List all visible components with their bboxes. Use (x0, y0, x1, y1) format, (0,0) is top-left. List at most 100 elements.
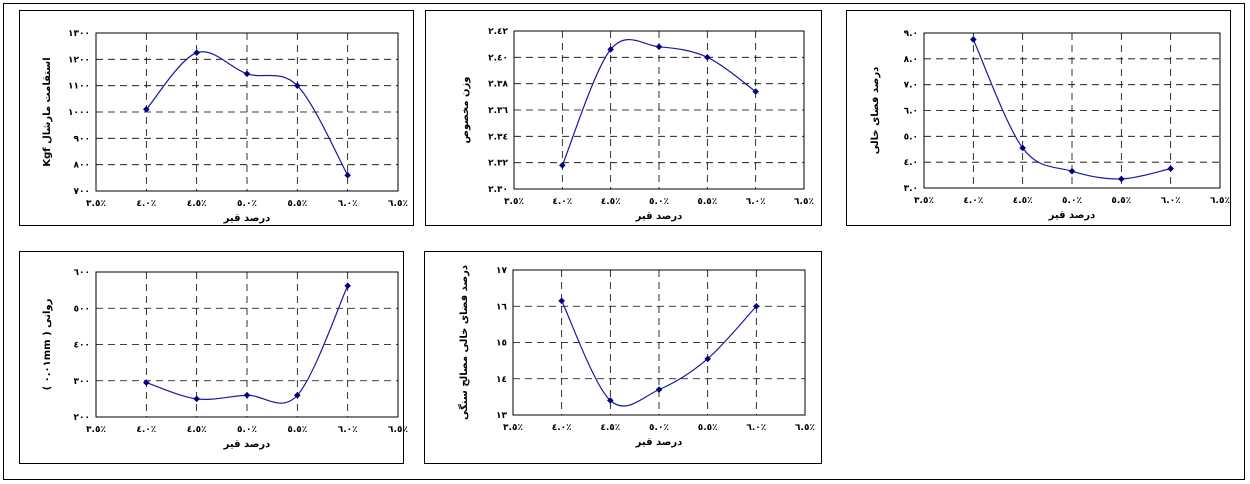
figure-frame (3, 3, 1245, 480)
x-tick-label: ٣.٥٪ (914, 196, 934, 206)
y-tick-label: ٢.٤٠ (488, 53, 508, 63)
data-point (243, 70, 251, 78)
chart-marshall-stability: ٣.٥٪ ٤.٠٪ ٤.٥٪ ٥.٠٪ ٥.٥٪ ٦.٠٪ ٦.٥٪ ٧٠٠ ٨٠٠ ٩٠٠ ١٠٠… (19, 10, 414, 226)
data-point (559, 161, 566, 169)
series-line (146, 285, 349, 404)
data-point (243, 391, 251, 399)
y-tick-label: ٤٠٠ (74, 341, 90, 351)
x-tick-label: ٤.٠٪ (136, 425, 156, 435)
chart-svg: ٣.٥٪ ٤.٠٪ ٤.٥٪ ٥.٠٪ ٥.٥٪ ٦.٠٪ ٦.٥٪ ١٣ ١٤ ١٥ ١٦ ١٧ در… (457, 265, 815, 448)
y-tick-label: ١٠٠٠ (68, 108, 90, 118)
x-axis-label: درصد قیر (635, 437, 683, 448)
data-point (143, 106, 150, 113)
x-tick-label: ٥.٥٪ (287, 425, 307, 435)
x-tick-label: ٥.٥٪ (1111, 196, 1131, 206)
data-point (655, 43, 663, 51)
data-point (193, 49, 200, 57)
x-tick-label: ٦.٠٪ (338, 199, 358, 209)
y-tick-label: ٦.٠ (904, 107, 918, 117)
data-point (294, 391, 301, 399)
x-tick-label: ٤.٥٪ (601, 197, 621, 207)
x-tick-label: ٥.٥٪ (698, 423, 718, 433)
x-tick-label: ٥.٠٪ (237, 425, 257, 435)
data-point (753, 302, 760, 310)
y-tick-label: ٧.٠ (904, 81, 918, 91)
x-tick-label: ٤.٠٪ (963, 196, 983, 206)
y-tick-label: ١٢٠٠ (68, 55, 90, 65)
plot-area (923, 32, 1221, 189)
data-point (1118, 175, 1125, 183)
x-tick-label: ٦.٠٪ (746, 197, 766, 207)
plot-area (95, 32, 399, 192)
y-tick-label: ٩٠٠ (74, 134, 90, 144)
chart-vma: ٣.٥٪ ٤.٠٪ ٤.٥٪ ٥.٠٪ ٥.٥٪ ٦.٠٪ ٦.٥٪ ١٣ ١٤ ١٥ ١٦ ١٧ در… (424, 251, 822, 464)
series-line (561, 39, 757, 166)
chart-svg: ٣.٥٪ ٤.٠٪ ٤.٥٪ ٥.٠٪ ٥.٥٪ ٦.٠٪ ٦.٥٪ ٢٠٠ ٣٠٠ ٤٠٠ ٥٠٠… (42, 268, 408, 450)
y-tick-label: ٩.٠ (904, 29, 918, 39)
data-point (607, 397, 614, 404)
y-tick-label: ١٣٠٠ (68, 29, 90, 39)
x-axis-label: درصد قیر (635, 211, 683, 222)
chart-air-voids: ٣.٥٪ ٤.٠٪ ٤.٥٪ ٥.٠٪ ٥.٥٪ ٦.٠٪ ٦.٥٪ ٣.٠ ٤.٠ ٥.٠ ٦.٠… (846, 10, 1231, 226)
data-point (752, 88, 759, 95)
y-axis-label: وزن مخصوص (460, 77, 471, 144)
data-point (344, 171, 351, 179)
x-axis-label: درصد قیر (1048, 210, 1096, 221)
y-tick-label: ١٥ (496, 339, 507, 349)
x-tick-label: ٦.٥٪ (388, 199, 408, 209)
x-tick-label: ٥.٠٪ (649, 197, 669, 207)
y-tick-label: ١٤ (496, 375, 507, 385)
x-tick-label: ٦.٥٪ (795, 423, 815, 433)
data-point (655, 386, 663, 393)
y-tick-label: ٢.٣٢ (488, 159, 508, 169)
x-tick-label: ٥.٠٪ (237, 199, 257, 209)
x-tick-label: ٣.٥٪ (86, 425, 106, 435)
chart-specific-gravity: ٣.٥٪ ٤.٠٪ ٤.٥٪ ٥.٠٪ ٥.٥٪ ٦.٠٪ ٦.٥٪ ٢.٣٠ ٢.٣٢ ٢.٣٤… (425, 10, 822, 226)
chart-flow: ٣.٥٪ ٤.٠٪ ٤.٥٪ ٥.٠٪ ٥.٥٪ ٦.٠٪ ٦.٥٪ ٢٠٠ ٣٠٠ ٤٠٠ ٥٠٠… (19, 251, 408, 464)
data-point (704, 54, 711, 61)
y-axis-label: استقامت مارشال Kgf (42, 57, 53, 166)
data-point (704, 355, 711, 363)
x-tick-label: ٦.٠٪ (338, 425, 358, 435)
x-tick-label: ٤.٥٪ (187, 425, 207, 435)
x-tick-label: ٦.٥٪ (794, 197, 814, 207)
y-tick-label: ٢.٣٦ (488, 106, 508, 116)
series-line (972, 39, 1171, 180)
y-tick-label: ١٧ (496, 266, 507, 276)
y-tick-label: ١٦ (496, 302, 507, 312)
x-tick-label: ٥.٥٪ (697, 197, 717, 207)
x-tick-label: ٦.٠٪ (746, 423, 766, 433)
x-tick-label: ٥.٥٪ (287, 199, 307, 209)
data-point (294, 82, 301, 89)
x-tick-label: ٥.٠٪ (649, 423, 669, 433)
plot-area (513, 30, 805, 190)
y-tick-label: ٣.٠ (904, 184, 918, 194)
x-tick-label: ٣.٥٪ (504, 197, 524, 207)
x-tick-label: ٤.٠٪ (552, 423, 572, 433)
x-tick-label: ٦.٥٪ (1210, 196, 1230, 206)
y-tick-label: ٥.٠ (904, 132, 918, 142)
chart-svg: ٣.٥٪ ٤.٠٪ ٤.٥٪ ٥.٠٪ ٥.٥٪ ٦.٠٪ ٦.٥٪ ٣.٠ ٤.٠ ٥.٠ ٦.٠… (870, 29, 1230, 221)
data-point (607, 46, 614, 53)
x-tick-label: ٣.٥٪ (503, 423, 523, 433)
data-point (193, 395, 200, 403)
y-tick-label: ٨.٠ (904, 55, 918, 65)
x-tick-label: ٥.٠٪ (1062, 196, 1082, 206)
y-tick-label: ٣٠٠ (74, 377, 90, 387)
x-axis-label: درصد قیر (223, 213, 271, 224)
y-tick-label: ٢.٣٠ (488, 185, 508, 195)
plot-area (512, 269, 806, 416)
y-tick-label: ١١٠٠ (68, 82, 90, 92)
data-point (1019, 144, 1026, 152)
x-axis-label: درصد قیر (223, 439, 271, 450)
data-point (970, 36, 977, 43)
y-tick-label: ١٣ (496, 411, 507, 421)
x-tick-label: ٤.٥٪ (187, 199, 207, 209)
x-tick-label: ٦.٠٪ (1161, 196, 1181, 206)
x-tick-label: ٣.٥٪ (86, 199, 106, 209)
y-tick-label: ٥٠٠ (74, 304, 90, 314)
y-tick-label: ٢.٣٨ (488, 80, 508, 90)
data-point (1167, 165, 1174, 172)
data-point (344, 282, 351, 290)
y-tick-label: ٧٠٠ (74, 187, 90, 197)
